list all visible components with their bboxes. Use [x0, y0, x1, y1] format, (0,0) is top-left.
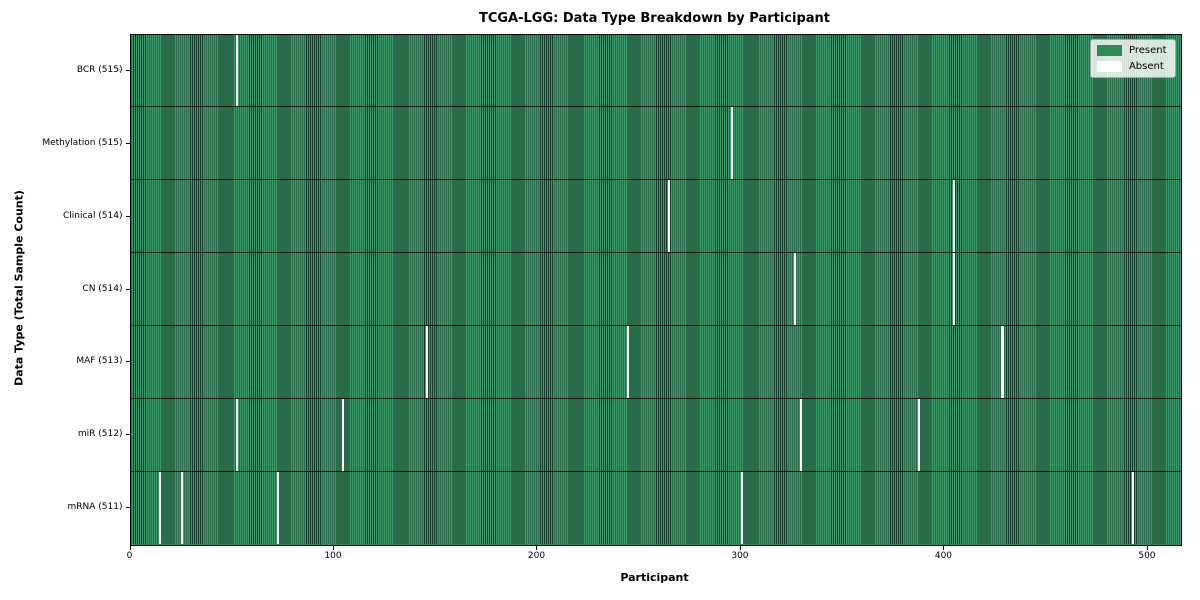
y-tick-label-CN: CN (514) [82, 283, 123, 294]
absent-cell [342, 398, 345, 471]
y-tick-mark [125, 434, 130, 436]
y-tick-mark [125, 69, 130, 71]
absent-cell [952, 253, 955, 325]
heatmap-row-mRNA [130, 471, 1181, 545]
legend-entry-absent: Absent [1096, 60, 1167, 72]
legend-entry-present: Present [1096, 44, 1167, 56]
x-tick-mark [536, 545, 538, 550]
y-tick-label-Methylation: Methylation (515) [42, 137, 123, 148]
x-tick-mark [1146, 545, 1148, 550]
legend: Present Absent [1089, 38, 1176, 78]
x-tick-label-500: 500 [1138, 551, 1156, 561]
legend-swatch-present [1096, 44, 1122, 56]
y-tick-mark [125, 507, 130, 509]
y-tick-mark [125, 142, 130, 144]
heatmap-row-MAF [130, 325, 1181, 399]
absent-cell [425, 325, 428, 398]
x-tick-mark [129, 545, 131, 550]
heatmap-row-CN [130, 253, 1181, 326]
plot-area: Present Absent [129, 33, 1182, 546]
heatmap-row-Methylation [130, 107, 1181, 181]
y-tick-label-Clinical: Clinical (514) [62, 210, 123, 221]
absent-cell [181, 471, 184, 545]
y-tick-mark [125, 288, 130, 290]
chart-title: TCGA-LGG: Data Type Breakdown by Partici… [478, 11, 831, 26]
absent-cell [952, 180, 955, 253]
absent-cell [236, 398, 239, 471]
x-tick-label-400: 400 [934, 551, 953, 561]
x-axis-title: Participant [620, 571, 689, 584]
absent-cell [740, 471, 744, 545]
y-tick-label-mRNA: mRNA (511) [67, 502, 123, 513]
absent-cell [799, 398, 803, 471]
heatmap-rows [130, 34, 1181, 545]
y-tick-label-BCR: BCR (515) [76, 64, 123, 75]
x-tick-mark [739, 545, 741, 550]
y-tick-label-MAF: MAF (513) [76, 356, 123, 367]
y-tick-label-miR: miR (512) [77, 429, 123, 440]
x-tick-mark [332, 545, 334, 550]
absent-cell [918, 398, 921, 471]
absent-cell [236, 34, 239, 107]
legend-label: Absent [1128, 60, 1164, 72]
y-axis-title: Data Type (Total Sample Count) [12, 190, 26, 386]
absent-cell [1131, 471, 1134, 545]
absent-cell [158, 471, 162, 545]
legend-label: Present [1128, 44, 1167, 56]
y-tick-mark [125, 215, 130, 217]
x-tick-label-300: 300 [731, 551, 749, 561]
y-tick-mark [125, 361, 130, 363]
heatmap-row-Clinical [130, 180, 1181, 254]
x-tick-label-200: 200 [527, 551, 546, 561]
absent-cell [730, 107, 733, 180]
x-tick-label-0: 0 [126, 551, 133, 561]
absent-cell [277, 471, 280, 545]
heatmap-row-miR [130, 398, 1181, 472]
heatmap-row-BCR [130, 34, 1181, 108]
absent-cell [1001, 325, 1004, 398]
x-tick-label-100: 100 [324, 551, 342, 561]
absent-cell [627, 325, 630, 398]
absent-cell [793, 253, 796, 325]
x-tick-mark [943, 545, 945, 550]
absent-cell [667, 180, 670, 253]
legend-swatch-absent [1096, 60, 1122, 72]
